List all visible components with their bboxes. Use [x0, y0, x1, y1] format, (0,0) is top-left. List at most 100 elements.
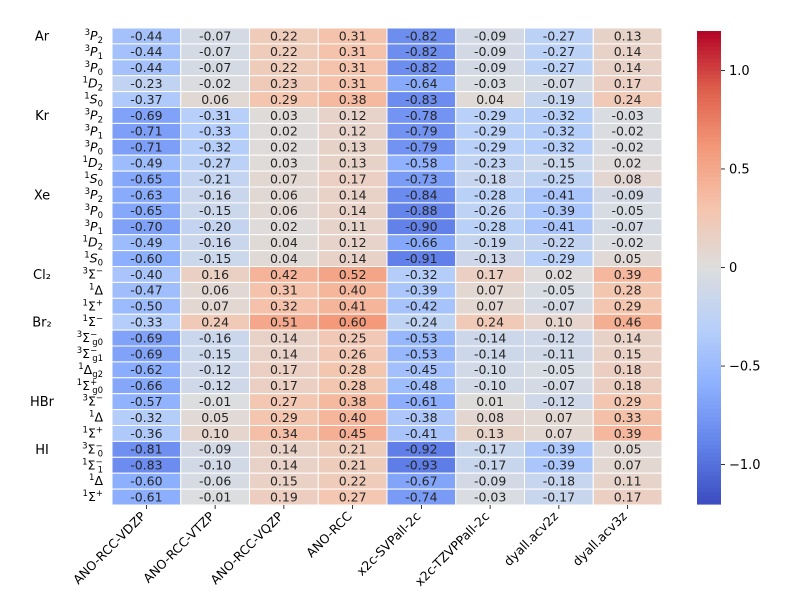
cell-value-label: 0.29: [270, 92, 298, 107]
colorbar-segment: [697, 456, 721, 462]
cell-value-label: -0.71: [130, 124, 162, 139]
cell-value-label: -0.50: [130, 299, 162, 314]
row-label: 1Σ+ g0: [77, 378, 103, 396]
row-label: 1Σ+: [83, 425, 103, 440]
cell-value-label: -0.84: [405, 187, 437, 202]
colorbar-segment: [697, 176, 721, 182]
group-label: HBr: [30, 395, 55, 410]
cell-value-label: -0.07: [199, 44, 231, 59]
cell-value-label: -0.22: [543, 235, 575, 250]
cell-value-label: 0.29: [614, 299, 642, 314]
cell-value-label: 0.27: [339, 489, 367, 504]
cell-value-label: 0.12: [339, 108, 367, 123]
colorbar-segment: [697, 369, 721, 375]
colorbar-segment: [697, 452, 721, 458]
colorbar-segment: [697, 330, 721, 336]
colorbar-segment: [697, 133, 721, 139]
cell-value-label: 0.06: [270, 203, 298, 218]
colorbar-segment: [697, 440, 721, 446]
cell-value-label: 0.17: [270, 378, 298, 393]
cell-value-label: -0.65: [130, 171, 162, 186]
cell-value-label: -0.23: [130, 76, 162, 91]
cell-value-label: -0.02: [611, 235, 643, 250]
cell-value-label: -0.18: [543, 473, 575, 488]
cell-value-label: -0.60: [130, 473, 162, 488]
cell-value-label: -0.23: [474, 155, 506, 170]
cell-value-label: 0.10: [201, 426, 229, 441]
cell-value-label: -0.82: [405, 28, 437, 43]
colorbar-segment: [697, 255, 721, 261]
cell-value-label: -0.26: [474, 203, 506, 218]
cell-value-label: 0.51: [270, 314, 298, 329]
colorbar-segment: [697, 291, 721, 296]
cell-value-label: -0.10: [199, 458, 231, 473]
row-labels: 3P23P13P01D21S03P23P13P01D21S03P23P03P11…: [77, 28, 104, 504]
colorbar-segment: [697, 496, 721, 501]
cell-value-label: 0.06: [270, 187, 298, 202]
column-label: dyall.acv2z: [501, 508, 562, 569]
cell-value-label: 0.22: [339, 473, 367, 488]
cell-value-label: 0.22: [270, 60, 298, 75]
colorbar-segment: [697, 204, 721, 209]
cell-value-label: 0.04: [476, 92, 504, 107]
cell-value-label: -0.44: [130, 44, 162, 59]
colorbar-segment: [697, 145, 721, 150]
colorbar-segment: [697, 117, 721, 123]
cell-value-label: 0.14: [614, 330, 642, 345]
cell-value-label: 0.28: [339, 378, 367, 393]
cell-value-label: 0.13: [476, 426, 504, 441]
colorbar-segment: [697, 448, 721, 454]
cell-value-labels: -0.44 -0.07 0.22 0.31 -0.82 -0.09 -0.27 0.13-0.…: [130, 28, 644, 504]
colorbar-segment: [697, 157, 721, 162]
cell-value-label: -0.01: [199, 394, 231, 409]
colorbar-segment: [697, 94, 721, 99]
cell-value-label: -0.32: [130, 410, 162, 425]
cell-value-label: -0.09: [474, 60, 506, 75]
cell-value-label: -0.05: [543, 283, 575, 298]
colorbar-tick-label: 0: [729, 261, 737, 276]
colorbar-segment: [697, 192, 721, 198]
cell-value-label: 0.31: [339, 76, 367, 91]
colorbar-segment: [697, 480, 721, 485]
column-label: ANO-RCC-VQZP: [207, 508, 286, 587]
colorbar-segment: [697, 109, 721, 115]
cell-value-label: 0.40: [339, 410, 367, 425]
cell-value-label: 0.04: [270, 251, 298, 266]
group-label: Xe: [34, 188, 50, 203]
cell-value-label: -0.82: [405, 44, 437, 59]
row-label: 3Σ−: [83, 266, 103, 281]
colorbar-segment: [697, 413, 721, 418]
cell-value-label: -0.64: [405, 76, 437, 91]
cell-value-label: -0.33: [130, 314, 162, 329]
cell-value-label: -0.32: [405, 267, 437, 282]
cell-value-label: 0.22: [270, 44, 298, 59]
colorbar-segment: [697, 358, 721, 363]
cell-value-label: 0.14: [339, 187, 367, 202]
cell-value-label: -0.14: [474, 346, 506, 361]
colorbar-segment: [697, 232, 721, 237]
cell-value-label: -0.15: [199, 251, 231, 266]
cell-value-label: 0.17: [614, 76, 642, 91]
colorbar-segment: [697, 350, 721, 355]
colorbar-segment: [697, 500, 721, 505]
cell-value-label: -0.05: [543, 362, 575, 377]
cell-value-label: -0.42: [405, 299, 437, 314]
cell-value-label: -0.88: [405, 203, 437, 218]
cell-value-label: 0.19: [270, 489, 298, 504]
colorbar-segment: [697, 251, 721, 257]
cell-value-label: 0.14: [270, 458, 298, 473]
cell-value-label: -0.79: [405, 140, 437, 155]
cell-value-label: 0.60: [339, 314, 367, 329]
cell-value-label: 0.31: [339, 28, 367, 43]
cell-value-label: -0.69: [130, 346, 162, 361]
cell-value-label: 0.32: [270, 299, 298, 314]
row-label: 1Σ+: [83, 298, 103, 313]
cell-value-label: -0.07: [199, 60, 231, 75]
cell-value-label: 0.02: [270, 124, 298, 139]
row-label: 1Δ: [89, 410, 103, 425]
colorbar-segment: [697, 468, 721, 474]
cell-value-label: 0.14: [339, 203, 367, 218]
column-label: x2c-TZVPPall-2c: [412, 508, 493, 589]
